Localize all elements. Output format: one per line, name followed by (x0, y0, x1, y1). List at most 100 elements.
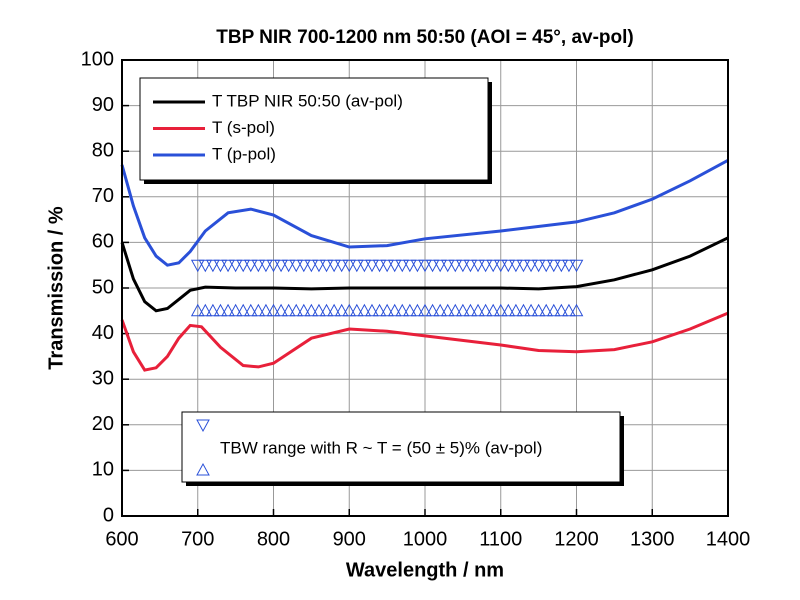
range-upper-marker (501, 259, 516, 273)
x-tick-label: 1000 (403, 528, 448, 550)
range-lower-marker (456, 303, 470, 317)
range-lower-marker (440, 303, 455, 317)
range-upper-marker (440, 259, 455, 273)
x-tick-label: 900 (333, 528, 366, 550)
range-upper-marker (524, 259, 538, 273)
range-upper-marker (365, 259, 379, 273)
range-lower-marker (410, 303, 425, 317)
range-lower-marker (380, 303, 394, 317)
range-upper-marker (546, 259, 561, 273)
range-upper-marker (190, 259, 205, 273)
range-lower-marker (289, 303, 304, 317)
range-upper-marker (296, 259, 311, 273)
x-tick-label: 1300 (630, 528, 675, 550)
series-line (120, 236, 729, 313)
range-upper-marker (418, 259, 432, 273)
range-lower-marker (569, 303, 584, 317)
range-lower-marker (327, 303, 341, 317)
range-lower-marker (433, 303, 447, 317)
x-tick-label: 1400 (706, 528, 751, 550)
range-lower-marker (524, 303, 538, 317)
range-lower-marker (501, 303, 516, 317)
plot-frame (121, 59, 729, 517)
range-upper-marker (456, 259, 470, 273)
range-upper-marker (433, 259, 447, 273)
range-lower-marker (562, 303, 576, 317)
range-lower-marker (274, 303, 288, 317)
range-lower-marker (372, 303, 387, 317)
legend-label: T (s-pol) (212, 118, 275, 137)
range-upper-marker (357, 259, 372, 273)
range-lower-marker (509, 303, 523, 317)
range-upper-marker (259, 259, 273, 273)
range-lower-marker (190, 303, 205, 317)
range-lower-marker (259, 303, 273, 317)
series-line (120, 158, 729, 267)
range-upper-marker (531, 259, 546, 273)
range-upper-marker (334, 259, 349, 273)
range-lower-marker (342, 303, 357, 317)
series-line (120, 311, 729, 372)
range-lower-marker (493, 303, 508, 317)
range-upper-marker (425, 259, 440, 273)
range-lower-marker (296, 303, 311, 317)
range-upper-marker (569, 259, 584, 273)
range-upper-marker (327, 259, 341, 273)
range-upper-marker (342, 259, 357, 273)
range-upper-marker (198, 259, 213, 273)
range-upper-marker (228, 259, 243, 273)
range-lower-marker (395, 303, 410, 317)
range-lower-marker (486, 303, 501, 317)
range-lower-marker (539, 303, 554, 317)
range-upper-marker (554, 259, 569, 273)
legend-label: T TBP NIR 50:50 (av-pol) (212, 91, 403, 110)
range-lower-marker (206, 303, 220, 317)
range-lower-marker (236, 303, 251, 317)
range-upper-marker (266, 259, 281, 273)
range-upper-marker (304, 259, 319, 273)
y-tick-label: 100 (81, 48, 114, 70)
legend-box (181, 411, 621, 483)
legend-label: TBW range with R ~ T = (50 ± 5)% (av-pol… (220, 438, 542, 457)
range-upper-marker (448, 259, 463, 273)
range-upper-marker (516, 259, 531, 273)
range-lower-marker (471, 303, 485, 317)
range-lower-marker (531, 303, 546, 317)
range-lower-marker (387, 303, 402, 317)
range-lower-marker (221, 303, 235, 317)
range-upper-marker (236, 259, 251, 273)
range-lower-marker (198, 303, 213, 317)
x-tick-label: 800 (257, 528, 290, 550)
range-upper-marker (509, 259, 523, 273)
range-upper-marker (312, 259, 326, 273)
range-upper-marker (539, 259, 554, 273)
range-upper-marker (251, 259, 266, 273)
y-tick-label: 10 (92, 459, 114, 481)
range-upper-marker (463, 259, 478, 273)
range-lower-marker (365, 303, 379, 317)
range-lower-marker (251, 303, 266, 317)
range-lower-marker (243, 303, 258, 317)
range-lower-marker (357, 303, 372, 317)
range-upper-marker (403, 259, 417, 273)
range-upper-marker (206, 259, 220, 273)
legend-swatch (196, 462, 210, 476)
range-upper-marker (493, 259, 508, 273)
y-tick-label: 20 (92, 413, 114, 435)
range-upper-marker (213, 259, 228, 273)
y-tick-label: 60 (92, 231, 114, 253)
x-tick-label: 700 (181, 528, 214, 550)
y-tick-label: 70 (92, 185, 114, 207)
chart-title: TBP NIR 700-1200 nm 50:50 (AOI = 45°, av… (216, 27, 634, 48)
range-lower-marker (554, 303, 569, 317)
x-tick-label: 600 (105, 528, 138, 550)
x-axis-label: Wavelength / nm (346, 559, 504, 581)
legend-swatch (196, 419, 210, 433)
range-lower-marker (516, 303, 531, 317)
range-upper-marker (319, 259, 334, 273)
range-lower-marker (349, 303, 364, 317)
y-tick-label: 0 (103, 504, 114, 526)
range-upper-marker (395, 259, 410, 273)
range-lower-marker (304, 303, 319, 317)
range-upper-marker (562, 259, 576, 273)
